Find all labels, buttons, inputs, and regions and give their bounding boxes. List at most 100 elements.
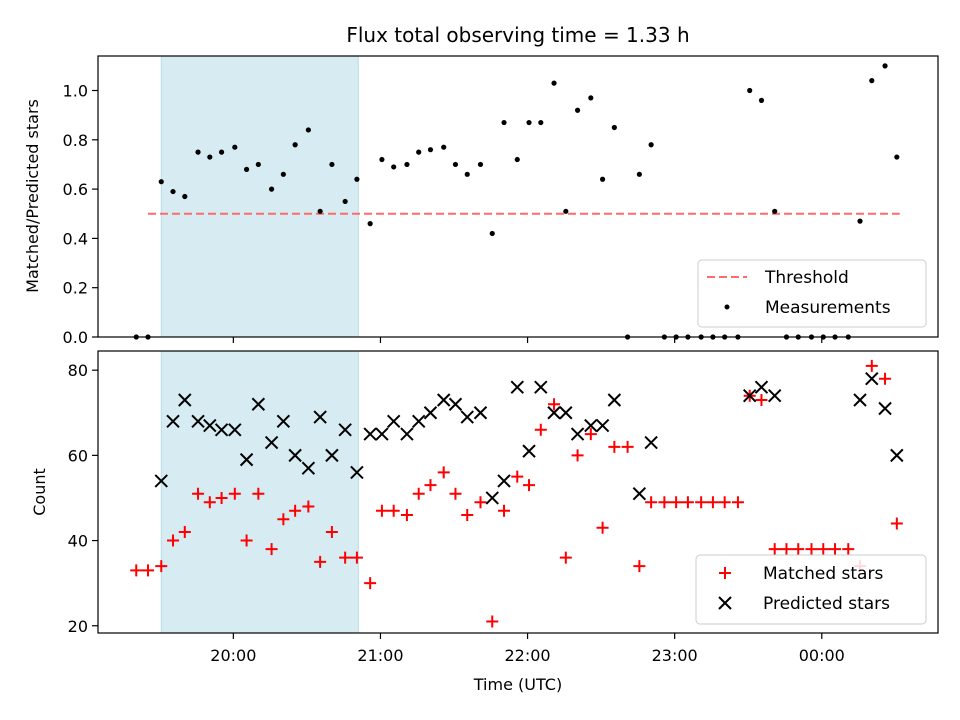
measurement-point <box>218 149 225 155</box>
measurement-point <box>551 80 557 86</box>
bottom-legend: Matched stars Predicted stars <box>695 554 927 625</box>
measurement-point <box>317 208 323 214</box>
predicted-star-point <box>534 380 548 394</box>
bottom-y-axis-label: Count <box>30 468 49 516</box>
measurement-point <box>342 198 348 205</box>
predicted-star-point <box>437 393 451 407</box>
matched-star-point <box>670 496 683 509</box>
measurement-point <box>404 161 410 168</box>
matched-star-point <box>879 372 892 385</box>
measurement-point <box>158 179 164 185</box>
matched-star-point <box>817 543 830 556</box>
top-y-axis: 0.0 0.2 0.4 0.6 0.8 1.0 <box>63 82 98 347</box>
legend-predicted-swatch <box>718 596 732 610</box>
measurement-point <box>232 144 238 150</box>
matched-star-point <box>829 543 842 556</box>
matched-star-point <box>339 551 352 564</box>
xtick-label-2: 22:00 <box>505 646 551 665</box>
measurement-point <box>869 78 875 84</box>
predicted-star-point <box>166 414 180 428</box>
predicted-star-point <box>363 427 377 441</box>
matched-star-point <box>842 543 855 556</box>
matched-star-point <box>424 479 437 492</box>
matched-star-point <box>437 466 450 479</box>
bottom-shaded-span <box>160 350 359 634</box>
measurement-point <box>255 161 261 168</box>
measurement-point <box>292 142 298 148</box>
measurement-point <box>882 63 888 69</box>
predicted-star-point <box>338 423 352 437</box>
predicted-stars-points <box>154 371 904 505</box>
measurement-point <box>427 147 434 153</box>
predicted-star-point <box>178 393 192 407</box>
predicted-star-point <box>325 448 339 463</box>
matched-star-point <box>289 504 302 517</box>
matched-star-point <box>350 551 363 564</box>
predicted-star-point <box>411 414 426 428</box>
matched-star-point <box>571 449 584 462</box>
measurement-point <box>195 149 201 155</box>
measurement-point <box>477 161 484 168</box>
matched-star-point <box>621 440 634 453</box>
legend-threshold-label: Threshold <box>764 268 849 288</box>
predicted-star-point <box>251 397 266 411</box>
matched-star-point <box>155 560 168 573</box>
matched-star-point <box>252 487 265 500</box>
predicted-star-point <box>522 444 536 458</box>
predicted-star-point <box>264 435 279 450</box>
predicted-star-point <box>460 410 474 424</box>
matched-star-point <box>486 615 499 628</box>
bottom-ytick-label-0: 20 <box>68 617 88 636</box>
matched-star-point <box>192 487 205 500</box>
predicted-star-point <box>375 427 389 441</box>
xtick-label-0: 20:00 <box>210 646 256 665</box>
count-panel: 20 40 60 80 20:00 21:00 22:00 23:00 00:00 Count… <box>30 350 939 694</box>
legend-matched-swatch <box>719 567 731 579</box>
matched-star-point <box>511 470 524 483</box>
measurement-point <box>379 156 385 163</box>
measurement-point <box>489 230 495 237</box>
measurement-point <box>894 154 900 160</box>
legend-measurements-label: Measurements <box>765 298 891 318</box>
matched-star-point <box>302 500 315 513</box>
matched-star-point <box>523 479 536 492</box>
predicted-star-point <box>853 393 867 407</box>
top-ytick-label-3: 0.6 <box>63 180 88 199</box>
predicted-star-point <box>473 406 488 420</box>
matched-star-point <box>596 521 609 534</box>
xtick-label-3: 23:00 <box>652 646 698 665</box>
bottom-x-axis: 20:00 21:00 22:00 23:00 00:00 <box>210 633 845 665</box>
predicted-star-point <box>485 491 499 505</box>
predicted-star-point <box>350 465 364 480</box>
top-ytick-label-4: 0.8 <box>63 131 88 150</box>
measurement-point <box>563 208 569 214</box>
predicted-star-point <box>276 414 291 428</box>
measurement-point <box>464 171 470 177</box>
predicted-star-point <box>559 406 573 420</box>
matched-star-point <box>645 496 658 509</box>
predicted-star-point <box>288 448 302 463</box>
matched-star-point <box>449 487 462 500</box>
ratio-panel: 0.0 0.2 0.4 0.6 0.8 1.0 Matched/Predicted sta… <box>23 55 939 347</box>
top-y-axis-label: Matched/Predicted stars <box>23 99 42 293</box>
measurement-point <box>268 186 275 192</box>
matched-star-point <box>706 496 719 509</box>
measurement-point <box>599 176 606 182</box>
measurement-point <box>207 154 213 160</box>
matched-star-point <box>658 496 671 509</box>
matched-star-point <box>215 491 228 504</box>
legend-measurements-swatch <box>724 304 730 310</box>
top-legend-box <box>697 259 927 328</box>
matched-star-point <box>695 496 708 509</box>
matched-star-point <box>142 564 155 577</box>
predicted-star-point <box>386 414 401 428</box>
matched-star-point <box>584 428 597 441</box>
measurement-point <box>857 218 863 224</box>
matched-star-point <box>633 560 646 573</box>
matched-star-point <box>792 543 805 556</box>
matched-star-point <box>559 551 572 564</box>
bottom-legend-box <box>695 554 927 625</box>
matched-stars-points <box>130 359 903 628</box>
predicted-star-point <box>191 414 205 428</box>
